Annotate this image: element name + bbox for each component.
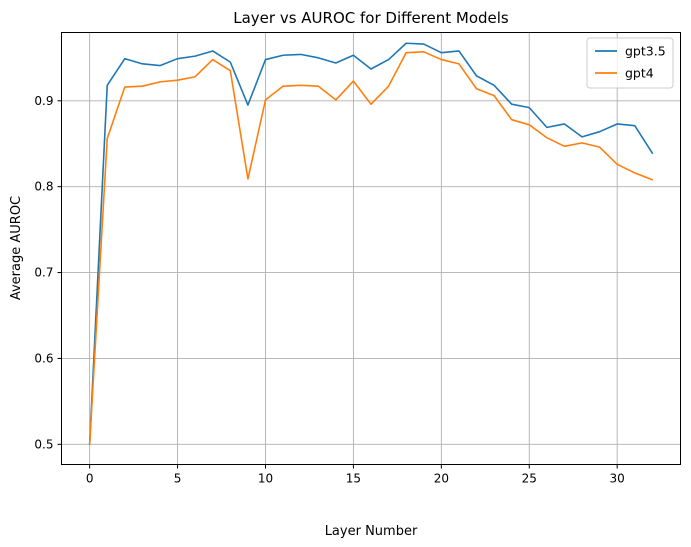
y-tick-label: 0.6 [34,351,53,365]
x-tick-label: 15 [346,472,361,486]
x-tick-label: 20 [434,472,449,486]
chart-title: Layer vs AUROC for Different Models [233,9,509,27]
y-tick-label: 0.5 [34,437,53,451]
series-line-gpt3-5 [88,42,654,446]
x-tick-label: 10 [258,472,273,486]
series-line-gpt4 [88,51,654,446]
grid-layer [61,32,681,465]
legend-label: gpt3.5 [625,44,666,59]
x-tick-label: 0 [86,472,94,486]
y-tick-label: 0.8 [34,180,53,194]
y-tick-label: 0.7 [34,266,53,280]
x-tick-label: 5 [174,472,182,486]
tick-layer: 0 5 10 15 20 25 30 0.5 0.6 0.7 0.8 0.9 [34,94,624,486]
legend-label: gpt4 [625,66,654,81]
legend: gpt3.5 gpt4 [586,37,674,89]
x-tick-label: 30 [610,472,625,486]
y-tick-label: 0.9 [34,94,53,108]
x-tick-label: 25 [522,472,537,486]
x-axis-label: Layer Number [325,524,418,539]
series-layer [88,42,654,446]
y-axis-label: Average AUROC [9,196,24,300]
axes-frame [61,32,681,465]
